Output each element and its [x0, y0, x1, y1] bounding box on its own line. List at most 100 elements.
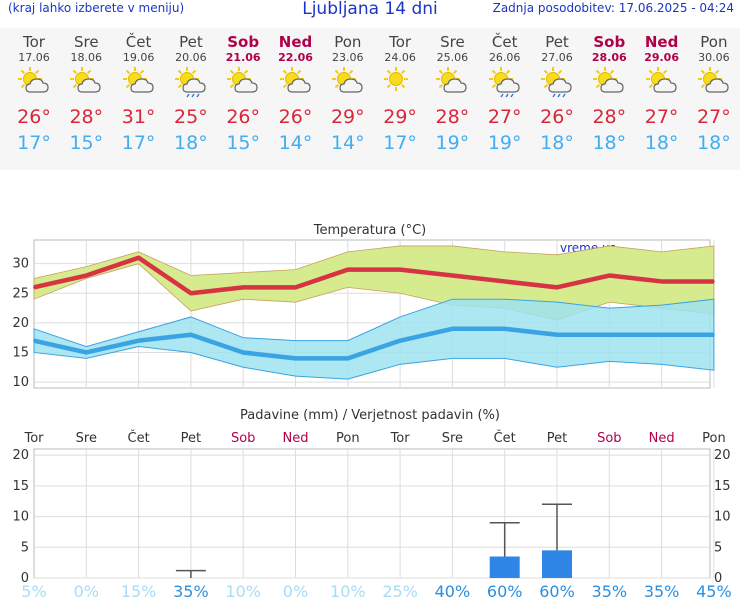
day-name: Sob	[593, 33, 626, 51]
min-temp-line-point	[451, 327, 454, 330]
min-temp: 18°	[644, 132, 679, 154]
y-tick-label: 25	[12, 286, 29, 301]
precip-day-label: Pon	[336, 431, 360, 446]
min-temp: 18°	[697, 132, 731, 154]
y-tick-label-right: 20	[714, 448, 731, 463]
day-column: Tor 17.06 26° 17°	[8, 28, 60, 156]
sun-cloud-icon	[217, 66, 269, 102]
precip-probability: 60%	[539, 582, 575, 600]
location-menu-hint[interactable]: (kraj lahko izberete v meniju)	[8, 1, 185, 15]
min-temp-line-point	[399, 339, 402, 342]
precip-day-label: Sre	[76, 431, 97, 446]
max-temp-line-point	[137, 256, 140, 259]
precip-day-label: Tor	[390, 431, 411, 446]
precip-probability: 40%	[435, 582, 471, 600]
max-temp: 29°	[330, 106, 365, 128]
precip-probability: 25%	[382, 582, 418, 600]
min-temp-line-point	[608, 333, 611, 336]
precip-probability: 0%	[283, 582, 308, 600]
precip-probability: 45%	[696, 582, 732, 600]
day-name: Tor	[23, 33, 45, 51]
day-name: Sre	[74, 33, 99, 51]
precip-probability: 5%	[21, 582, 46, 600]
last-update: Zadnja posodobitev: 17.06.2025 - 04:24	[492, 1, 734, 15]
precipitation-chart-title: Padavine (mm) / Verjetnost padavin (%)	[240, 408, 500, 423]
precip-probability: 10%	[330, 582, 366, 600]
day-column: Sob 21.06 26° 15°	[217, 28, 269, 156]
sun-cloud-icon	[688, 66, 740, 102]
day-column: Čet 26.06 27° 19°	[479, 28, 531, 156]
min-temp-line	[33, 326, 714, 361]
day-column: Pet 20.06 25° 18°	[165, 28, 217, 156]
sun-cloud-icon	[270, 66, 322, 102]
y-tick-label: 10	[12, 375, 29, 390]
day-column: Ned 29.06 27° 18°	[636, 28, 688, 156]
day-name: Tor	[389, 33, 412, 51]
min-temp: 14°	[278, 132, 313, 154]
temperature-chart-title: Temperatura (°C)	[313, 223, 426, 238]
min-temp-line-point	[85, 351, 88, 354]
day-date: 17.06	[18, 51, 50, 64]
precip-probability: 60%	[487, 582, 523, 600]
precip-day-label: Ned	[283, 431, 309, 446]
max-temp-line-point	[294, 286, 297, 289]
max-temp-line-point	[242, 286, 245, 289]
page-title: Ljubljana 14 dni	[302, 0, 438, 19]
precip-day-label: Ned	[649, 431, 675, 446]
max-temp: 28°	[69, 106, 104, 128]
day-name: Čet	[491, 33, 518, 51]
day-date: 18.06	[70, 51, 103, 64]
precip-day-label: Pet	[181, 431, 201, 446]
header: (kraj lahko izberete v meniju) Ljubljana…	[0, 0, 740, 24]
min-temp-line-point	[189, 333, 192, 336]
day-date: 29.06	[644, 51, 679, 64]
day-name: Čet	[125, 33, 152, 51]
max-temp-line-point	[85, 274, 88, 277]
day-name: Pon	[700, 33, 728, 51]
day-date: 20.06	[175, 51, 207, 64]
precip-day-label: Sob	[231, 431, 255, 446]
min-temp: 19°	[487, 132, 522, 154]
sun-cloud-icon	[60, 66, 112, 102]
y-tick-label-left: 15	[12, 479, 29, 494]
y-tick-label-left: 10	[12, 510, 29, 525]
min-temp: 17°	[17, 132, 51, 154]
precip-day-label: Tor	[23, 431, 44, 446]
day-name: Sob	[227, 33, 260, 51]
day-name: Sre	[440, 33, 465, 51]
day-column: Sre 25.06 28° 19°	[426, 28, 478, 156]
day-date: 25.06	[436, 51, 469, 64]
min-temp-line-point	[660, 333, 663, 336]
day-column: Čet 19.06 31° 17°	[113, 28, 165, 156]
sun-cloud-icon	[636, 66, 688, 102]
min-temp: 18°	[540, 132, 574, 154]
y-tick-label-left: 0	[21, 571, 29, 586]
precip-probability: 10%	[225, 582, 261, 600]
day-column: Ned 22.06 26° 14°	[270, 28, 322, 156]
max-temp: 26°	[226, 106, 261, 128]
precip-day-label: Čet	[494, 430, 516, 446]
min-temp-line-point	[242, 351, 245, 354]
sun-cloud-icon	[322, 66, 374, 102]
day-name: Ned	[278, 33, 313, 51]
min-temp: 14°	[330, 132, 365, 154]
y-tick-label: 20	[12, 316, 29, 331]
day-name: Pet	[179, 33, 203, 51]
day-date: 28.06	[591, 51, 627, 64]
sun-cloud-icon	[113, 66, 165, 102]
max-temp-line-point	[399, 268, 402, 271]
max-temp: 27°	[487, 106, 522, 128]
sun-cloud-icon	[426, 66, 478, 102]
max-temp-line-point	[660, 280, 663, 283]
max-temp-line-point	[451, 274, 454, 277]
y-tick-label: 15	[12, 345, 29, 360]
precip-probability: 15%	[121, 582, 157, 600]
max-temp-line	[33, 255, 714, 296]
day-column: Pet 27.06 26° 18°	[531, 28, 583, 156]
max-temp: 25°	[174, 106, 208, 128]
day-date: 21.06	[225, 51, 261, 64]
day-column: Pon 23.06 29° 14°	[322, 28, 374, 156]
max-temp-line-point	[33, 286, 35, 289]
min-temp: 17°	[383, 132, 417, 154]
